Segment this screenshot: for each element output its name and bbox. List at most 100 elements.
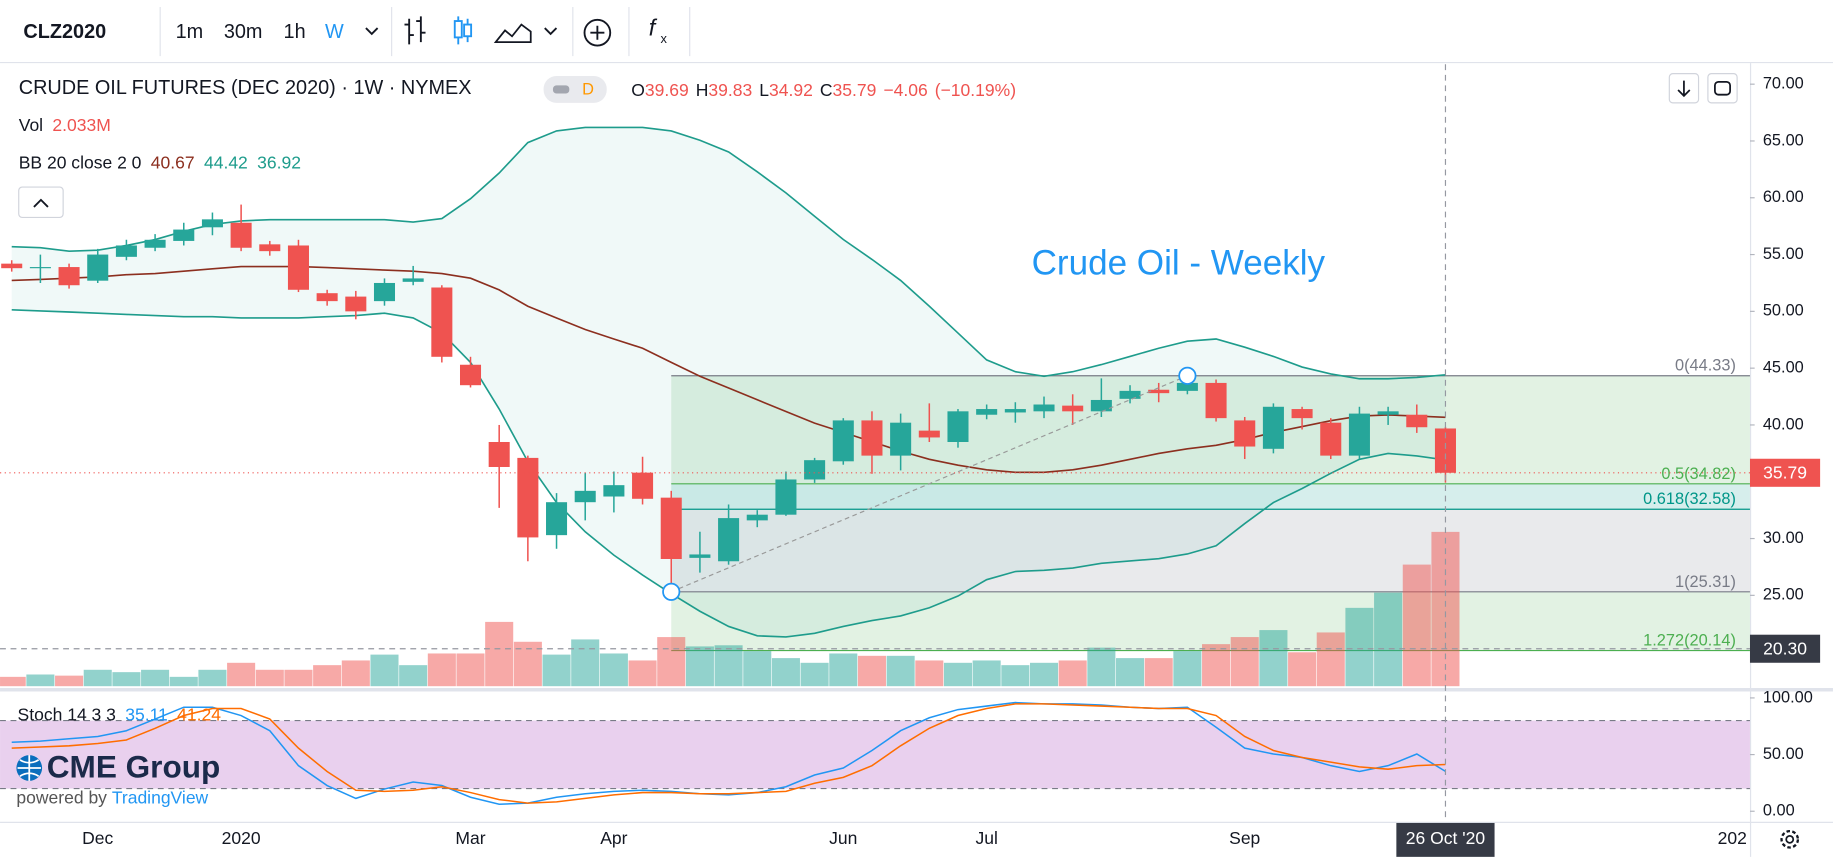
x-tick-label: Jul bbox=[975, 828, 997, 848]
chart-title: CRUDE OIL FUTURES (DEC 2020) · 1W · NYME… bbox=[19, 77, 472, 99]
y-tick-label: 30.00 bbox=[1763, 529, 1804, 547]
collapse-button[interactable] bbox=[18, 186, 64, 219]
x-tick-label: Jun bbox=[829, 828, 857, 848]
ohlc-key: H bbox=[696, 80, 709, 100]
bar-style-icon[interactable] bbox=[404, 16, 426, 45]
bb-value: 40.67 bbox=[151, 152, 195, 172]
badge-label: D bbox=[582, 80, 594, 98]
candle-body bbox=[402, 278, 424, 282]
fib-anchor bbox=[662, 582, 681, 601]
ohlc-value: 39.69 bbox=[645, 80, 689, 100]
brand-text: TradingView bbox=[112, 787, 209, 807]
volume-bar bbox=[255, 669, 284, 687]
candle-body bbox=[1062, 405, 1084, 412]
style-dropdown[interactable] bbox=[544, 27, 558, 36]
volume-bar bbox=[1058, 660, 1087, 687]
volume-bar bbox=[370, 654, 399, 687]
fib-trend-line bbox=[671, 375, 1188, 593]
interval-dropdown[interactable] bbox=[365, 27, 379, 36]
volume-bar bbox=[1029, 662, 1059, 687]
interval-button[interactable]: W bbox=[325, 21, 344, 43]
volume-bar bbox=[1001, 665, 1030, 687]
volume-bar bbox=[1144, 658, 1173, 687]
fib-label: 0.618(32.58) bbox=[1643, 490, 1736, 508]
volume-bar bbox=[1087, 647, 1116, 687]
fullscreen-button[interactable] bbox=[1707, 73, 1738, 104]
fib-zone bbox=[671, 483, 1750, 510]
indicators-icon[interactable]: f bbox=[649, 14, 658, 40]
candle-body bbox=[230, 222, 252, 248]
candle-body bbox=[1377, 411, 1399, 415]
stoch-legend: Stoch 14 3 3 35.11 41.24 bbox=[18, 704, 222, 724]
y-tick-label: 60.00 bbox=[1763, 188, 1804, 206]
symbol[interactable]: CLZ2020 bbox=[23, 21, 106, 43]
crosshair-price-label: 20.30 bbox=[1763, 639, 1807, 659]
candle-body bbox=[345, 296, 367, 312]
compare-icon[interactable] bbox=[583, 18, 612, 47]
watermark-logo: CME Group bbox=[47, 749, 221, 785]
candle-body bbox=[1, 263, 23, 269]
volume-bar bbox=[169, 676, 198, 687]
badge[interactable] bbox=[543, 75, 607, 103]
interval-button[interactable]: 1m bbox=[176, 21, 204, 43]
collapse-icon bbox=[33, 198, 49, 208]
candle-body bbox=[1320, 422, 1342, 456]
volume-key: Vol bbox=[19, 115, 43, 135]
volume-bar bbox=[141, 669, 170, 687]
x-tick-label: 2020 bbox=[222, 828, 261, 848]
fib-label: 1(25.31) bbox=[1675, 573, 1736, 591]
ohlc-key: O bbox=[631, 80, 645, 100]
logo-icon bbox=[17, 755, 41, 781]
y-tick-label: 25.00 bbox=[1763, 586, 1804, 604]
settings-icon[interactable] bbox=[1780, 829, 1800, 849]
volume-bar bbox=[1288, 652, 1317, 687]
candle-body bbox=[431, 287, 453, 357]
volume-bar bbox=[227, 662, 256, 687]
ohlc-legend: O39.69 H39.83 L34.92 C35.79 −4.06 (−10.19%) bbox=[631, 80, 1016, 100]
candle-body bbox=[804, 460, 826, 480]
last-price-box bbox=[1749, 458, 1821, 487]
badge-icon bbox=[552, 85, 570, 94]
interval-button[interactable]: 30m bbox=[224, 21, 263, 43]
change-value: −4.06 bbox=[883, 80, 927, 100]
volume-bar bbox=[1202, 644, 1231, 687]
crosshair-date-box bbox=[1396, 822, 1495, 857]
volume-bar bbox=[657, 637, 686, 687]
interval-button[interactable]: 1h bbox=[284, 21, 306, 43]
candle-body bbox=[1406, 414, 1428, 428]
candle-body bbox=[947, 411, 969, 442]
volume-bar bbox=[399, 665, 428, 687]
volume-bar bbox=[341, 660, 370, 687]
candle-body bbox=[517, 457, 539, 538]
y-tick-label: 50.00 bbox=[1763, 302, 1804, 320]
bb-value: 36.92 bbox=[257, 152, 301, 172]
candle-body bbox=[603, 485, 625, 497]
candle-style-icon[interactable] bbox=[453, 16, 473, 45]
volume-bar bbox=[943, 662, 973, 687]
indicators-icon[interactable]: x bbox=[660, 31, 667, 46]
area-style-icon[interactable] bbox=[493, 23, 532, 43]
candle-body bbox=[1205, 382, 1227, 419]
x-tick-label: Mar bbox=[455, 828, 485, 848]
volume-bar bbox=[542, 654, 571, 687]
volume-bar bbox=[800, 662, 829, 687]
candle-body bbox=[718, 518, 740, 562]
change-pct-value: (−10.19%) bbox=[935, 80, 1016, 100]
last-price-label: 35.79 bbox=[1763, 463, 1807, 483]
candle-body bbox=[1090, 399, 1112, 412]
ohlc-value: 39.83 bbox=[708, 80, 752, 100]
volume-bar bbox=[26, 674, 55, 687]
candle-body bbox=[29, 267, 51, 269]
volume-bar bbox=[55, 675, 84, 687]
x-tick-label: Apr bbox=[600, 828, 627, 848]
fib-anchor bbox=[1178, 366, 1197, 385]
bb-lower-line bbox=[11, 308, 1446, 638]
candle-body bbox=[1234, 420, 1256, 447]
stoch-tick-label: 0.00 bbox=[1763, 802, 1795, 820]
candle-body bbox=[1262, 406, 1284, 449]
stoch-tick-label: 100.00 bbox=[1763, 688, 1813, 706]
watermark-powered: powered by TradingView bbox=[16, 787, 208, 807]
candle-body bbox=[1348, 413, 1370, 456]
volume-bar bbox=[571, 639, 600, 687]
